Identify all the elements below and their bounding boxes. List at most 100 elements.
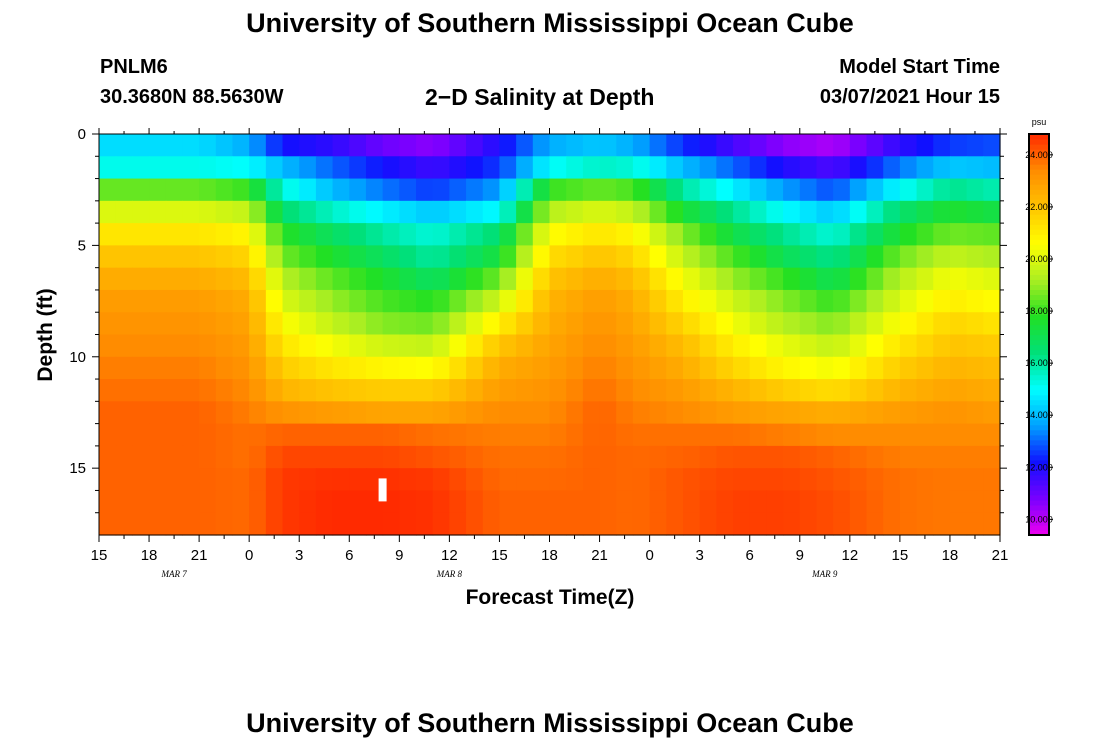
heatmap-cell <box>899 156 918 180</box>
heatmap-cell <box>699 356 717 380</box>
heatmap-cell <box>566 512 584 536</box>
heatmap-cell <box>766 134 784 157</box>
heatmap-cell <box>432 267 450 291</box>
heatmap-cell <box>265 156 284 180</box>
heatmap-cell <box>99 289 117 313</box>
colorbar-swatch <box>1029 139 1049 145</box>
heatmap-cell <box>282 312 300 336</box>
colorbar-swatch <box>1029 214 1049 220</box>
heatmap-cell <box>315 245 334 269</box>
heatmap-cell <box>499 468 517 492</box>
heatmap-cell <box>549 401 567 425</box>
colorbar-tick-label: 10.000 <box>1025 514 1053 524</box>
heatmap-cell <box>399 223 417 246</box>
heatmap-cell <box>682 490 701 514</box>
heatmap-cell <box>165 156 184 180</box>
heatmap-cell <box>99 267 117 291</box>
heatmap-cell <box>966 468 984 492</box>
x-tick-label: 6 <box>345 547 353 564</box>
heatmap-cell <box>532 289 551 313</box>
heatmap-cell <box>616 401 634 425</box>
heatmap-cell <box>766 245 784 269</box>
heatmap-cell <box>466 267 484 291</box>
heatmap-cell <box>382 379 400 402</box>
heatmap-cell <box>232 245 250 269</box>
heatmap-cell <box>632 156 651 180</box>
main-title: University of Southern Mississippi Ocean… <box>246 8 854 38</box>
heatmap-cell <box>399 423 417 447</box>
heatmap-cell <box>949 200 968 224</box>
heatmap-cell <box>382 468 400 492</box>
heatmap-cell <box>516 490 534 514</box>
heatmap-cell <box>699 245 717 269</box>
heatmap-cell <box>582 223 601 246</box>
heatmap-cell <box>516 401 534 425</box>
heatmap-cell <box>382 267 400 291</box>
heatmap-cell <box>666 267 684 291</box>
heatmap-cell <box>849 289 868 313</box>
heatmap-cell <box>115 178 133 202</box>
heatmap-cell <box>432 423 450 447</box>
heatmap-cell <box>966 423 984 447</box>
heatmap-cell <box>682 356 701 380</box>
x-tick-label: 15 <box>491 547 508 564</box>
heatmap-cell <box>916 423 934 447</box>
heatmap-cell <box>649 468 667 492</box>
heatmap-cell <box>866 512 884 536</box>
heatmap-cell <box>299 245 317 269</box>
y-axis: 0 5 10 15 <box>69 126 1007 514</box>
heatmap-cell <box>265 512 284 536</box>
heatmap-cell <box>149 423 167 447</box>
heatmap-cell <box>816 200 834 224</box>
heatmap-cell <box>482 289 501 313</box>
heatmap-cell <box>766 267 784 291</box>
heatmap-cell <box>849 356 868 380</box>
heatmap-cell <box>315 468 334 492</box>
heatmap-cell <box>866 200 884 224</box>
colorbar-swatch <box>1029 254 1049 260</box>
heatmap-cell <box>599 423 617 447</box>
heatmap-cell <box>482 490 501 514</box>
heatmap-cell <box>282 334 300 358</box>
heatmap-cell <box>532 356 551 380</box>
heatmap-cell <box>299 312 317 336</box>
heatmap-cell <box>699 334 717 358</box>
heatmap-cell <box>699 490 717 514</box>
heatmap-cell <box>315 512 334 536</box>
heatmap-cell <box>783 312 801 336</box>
heatmap-cell <box>182 134 200 157</box>
colorbar-swatch <box>1029 339 1049 346</box>
heatmap-cell <box>833 178 851 202</box>
colorbar-swatch <box>1029 414 1049 421</box>
colorbar-tick-label: 18.000 <box>1025 306 1053 316</box>
heatmap-cell <box>582 267 601 291</box>
heatmap-cell <box>516 356 534 380</box>
heatmap-cell <box>115 267 133 291</box>
y-tick-label: 5 <box>78 237 86 254</box>
heatmap-cell <box>766 512 784 536</box>
heatmap-cell <box>199 312 217 336</box>
colorbar-swatch <box>1029 169 1049 175</box>
heatmap-cell <box>582 245 601 269</box>
heatmap-cell <box>899 468 918 492</box>
heatmap-cell <box>449 468 467 492</box>
heatmap-cell <box>349 134 367 157</box>
heatmap-cell <box>983 423 1001 447</box>
heatmap-cell <box>332 312 350 336</box>
heatmap-cell <box>566 379 584 402</box>
x-date-label: MAR 8 <box>436 569 463 579</box>
heatmap-cell <box>149 223 167 246</box>
heatmap-cell <box>933 379 951 402</box>
heatmap-cell <box>699 223 717 246</box>
heatmap-cell <box>99 356 117 380</box>
heatmap-cell <box>582 356 601 380</box>
heatmap-cell <box>749 334 768 358</box>
heatmap-cell <box>299 423 317 447</box>
heatmap-cell <box>332 423 350 447</box>
heatmap-cell <box>165 423 184 447</box>
heatmap-cell <box>466 423 484 447</box>
heatmap-cell <box>382 356 400 380</box>
heatmap-cell <box>132 401 150 425</box>
heatmap-cell <box>566 289 584 313</box>
heatmap-cell <box>883 334 901 358</box>
